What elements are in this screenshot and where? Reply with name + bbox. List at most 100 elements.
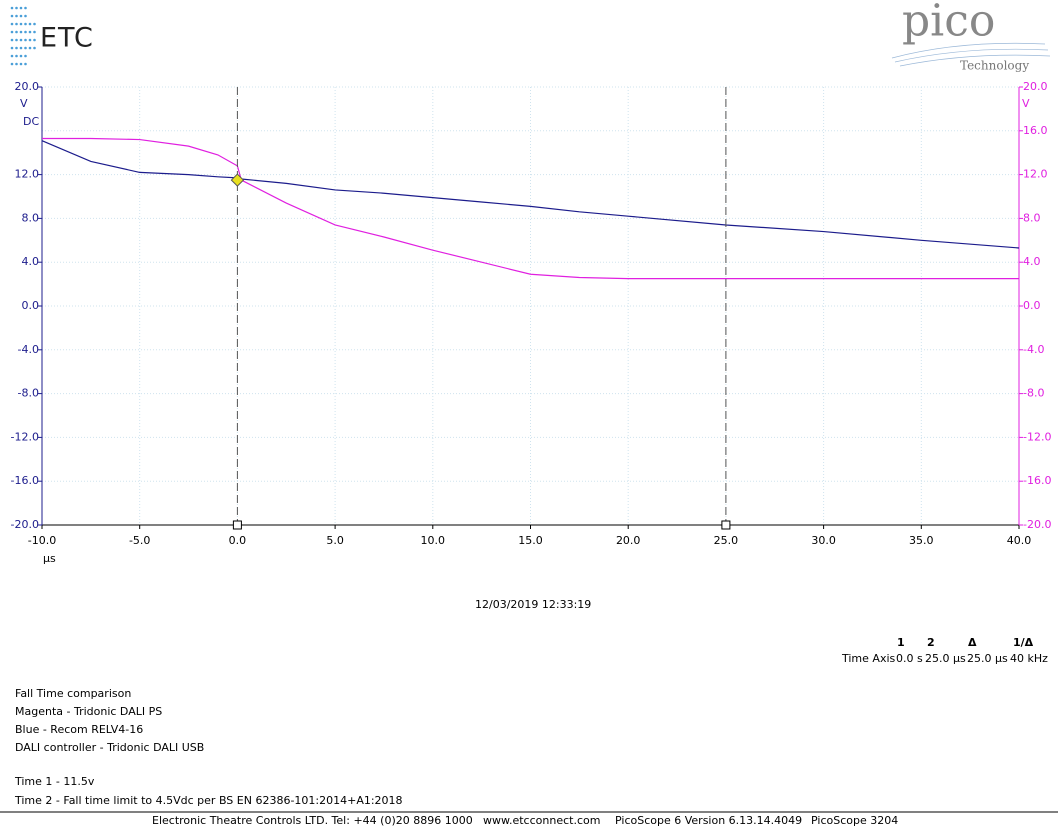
- logo-dot: [24, 38, 27, 42]
- meas-value: 25.0 µs: [967, 652, 1008, 665]
- y-tick-label: -4.0: [18, 343, 39, 356]
- note: Blue - Recom RELV4-16: [15, 723, 144, 736]
- pico-swoosh: [891, 42, 1051, 67]
- y2-unit: V: [1022, 97, 1030, 110]
- x-unit: µs: [43, 552, 56, 565]
- x-tick-label: 35.0: [909, 534, 934, 547]
- logo-dot: [24, 54, 27, 58]
- logo-dot: [19, 54, 23, 58]
- y2-tick-label: -8.0: [1023, 387, 1044, 400]
- x-tick-label: 40.0: [1007, 534, 1032, 547]
- pico-logo-sub: Technology: [960, 59, 1029, 73]
- logo-dot: [10, 22, 14, 26]
- logo-dot: [15, 38, 18, 42]
- y-tick-label: -12.0: [11, 430, 39, 443]
- meas-header: 1/Δ: [1013, 636, 1034, 649]
- pico-logo: pico: [902, 0, 995, 47]
- logo-dot: [10, 62, 14, 66]
- logo-dot: [10, 38, 14, 42]
- y2-tick-label: -12.0: [1023, 430, 1051, 443]
- meas-value: 0.0 s: [896, 652, 923, 665]
- y2-tick-label: -20.0: [1023, 518, 1051, 531]
- logo-dot: [19, 6, 23, 10]
- note: Time 2 - Fall time limit to 4.5Vdc per B…: [15, 794, 403, 807]
- logo-dot: [33, 38, 36, 42]
- timestamp: 12/03/2019 12:33:19: [475, 598, 592, 611]
- x-tick-label: 5.0: [326, 534, 344, 547]
- x-tick-label: 10.0: [421, 534, 446, 547]
- logo-dot: [10, 30, 14, 34]
- x-tick-label: 25.0: [714, 534, 739, 547]
- footer-text: PicoScope 3204: [811, 814, 899, 827]
- logo-dot: [28, 22, 32, 26]
- ruler-handle: [721, 520, 731, 530]
- y-unit: V: [20, 97, 28, 110]
- logo-dot: [15, 22, 18, 26]
- y2-tick-label: -4.0: [1023, 343, 1044, 356]
- y-tick-label: -8.0: [18, 387, 39, 400]
- x-tick-label: -10.0: [28, 534, 56, 547]
- y2-tick-label: -16.0: [1023, 474, 1051, 487]
- logo-dot: [19, 62, 23, 66]
- logo-dot: [33, 30, 36, 34]
- y-tick-label: 12.0: [15, 168, 40, 181]
- y-tick-label: -16.0: [11, 474, 39, 487]
- series-line: [42, 137, 1019, 280]
- etc-logo-dots: [10, 6, 36, 66]
- meas-value: 40 kHz: [1010, 652, 1048, 665]
- logo-dot: [28, 38, 32, 42]
- logo-dot: [33, 22, 36, 26]
- logo-dot: [15, 6, 18, 10]
- logo-dot: [15, 46, 18, 50]
- logo-dot: [19, 38, 23, 42]
- x-tick-label: 30.0: [811, 534, 836, 547]
- logo-dot: [24, 14, 27, 18]
- note: Fall Time comparison: [15, 687, 132, 700]
- logo-dot: [19, 22, 23, 26]
- y-coupling: DC: [23, 115, 39, 128]
- x-tick-label: 15.0: [518, 534, 543, 547]
- logo-dot: [24, 30, 27, 34]
- y2-tick-label: 8.0: [1023, 211, 1041, 224]
- y2-tick-label: 4.0: [1023, 255, 1041, 268]
- y-tick-label: 4.0: [22, 255, 40, 268]
- footer-text: PicoScope 6 Version 6.13.14.4049: [615, 814, 803, 827]
- logo-dot: [28, 46, 32, 50]
- meas-row-label: Time Axis: [842, 652, 896, 665]
- logo-dot: [15, 62, 18, 66]
- meas-header: 1: [897, 636, 905, 649]
- footer-text: Electronic Theatre Controls LTD. Tel: +4…: [152, 814, 473, 827]
- logo-dot: [24, 22, 27, 26]
- logo-dot: [10, 14, 14, 18]
- logo-dot: [19, 30, 23, 34]
- logo-dot: [15, 14, 18, 18]
- logo-dot: [19, 14, 23, 18]
- logo-dot: [24, 46, 27, 50]
- note: Time 1 - 11.5v: [15, 775, 95, 788]
- meas-value: 25.0 µs: [925, 652, 966, 665]
- logo-dot: [10, 6, 14, 10]
- meas-header: 2: [927, 636, 935, 649]
- x-tick-label: 20.0: [616, 534, 641, 547]
- logo-dot: [15, 54, 18, 58]
- y2-tick-label: 16.0: [1023, 124, 1048, 137]
- y-tick-label: -20.0: [11, 518, 39, 531]
- ruler-handle: [232, 520, 242, 530]
- logo-dot: [10, 46, 14, 50]
- y2-tick-label: 12.0: [1023, 168, 1048, 181]
- x-tick-label: -5.0: [129, 534, 150, 547]
- logo-dot: [28, 30, 32, 34]
- logo-dot: [33, 46, 36, 50]
- note: Magenta - Tridonic DALI PS: [15, 705, 163, 718]
- y-tick-label: 8.0: [22, 211, 40, 224]
- marker: [230, 173, 245, 187]
- meas-header: Δ: [968, 636, 977, 649]
- footer-text: www.etcconnect.com: [483, 814, 601, 827]
- logo-dot: [24, 62, 27, 66]
- note: DALI controller - Tridonic DALI USB: [15, 741, 205, 754]
- logo-dot: [24, 6, 27, 10]
- y-tick-label: 0.0: [22, 299, 40, 312]
- y-tick-label: 20.0: [15, 80, 40, 93]
